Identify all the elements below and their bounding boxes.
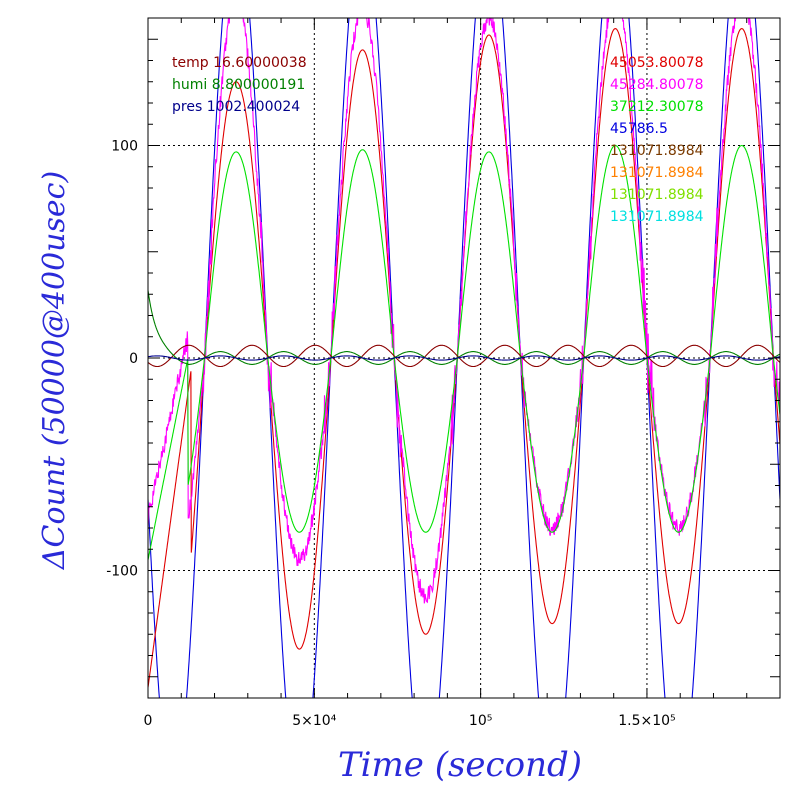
series-line — [148, 290, 780, 365]
legend-right-item: 45786.5 — [610, 121, 668, 137]
legend-left-item: humi 8.800000191 — [172, 77, 305, 93]
series-group — [148, 18, 780, 698]
y-tick-label: -100 — [106, 564, 138, 580]
x-tick-labels: 0 5×10⁴ 10⁵ 1.5×10⁵ — [144, 713, 676, 729]
series-line — [148, 344, 780, 368]
series-line — [148, 144, 780, 561]
legend-right: 45053.80078 45284.80078 37212.30078 45786.5… — [610, 55, 704, 225]
legend-right-item: 45053.80078 — [610, 55, 704, 71]
axis-ticks — [147, 18, 781, 698]
legend-left-item: temp 16.60000038 — [172, 55, 307, 71]
legend-right-item: 45284.80078 — [610, 77, 704, 93]
legend-right-item: 37212.30078 — [610, 99, 704, 115]
x-tick-label: 1.5×10⁵ — [618, 713, 675, 729]
y-tick-label: 100 — [111, 139, 138, 155]
legend-right-item: 131071.8984 — [610, 187, 704, 203]
series-line — [148, 18, 780, 698]
series-line — [148, 18, 780, 604]
legend-right-item: 131071.8984 — [610, 209, 704, 225]
y-tick-label: 0 — [129, 351, 138, 367]
y-axis-title: ΔCount (50000@400usec) — [37, 171, 72, 570]
series-line — [148, 355, 780, 361]
legend-left: temp 16.60000038 humi 8.800000191 pres 100… — [172, 55, 307, 115]
x-tick-label: 5×10⁴ — [292, 713, 336, 729]
x-axis-title: Time (second) — [338, 745, 582, 785]
legend-right-item: 131071.8984 — [610, 143, 704, 159]
legend-left-item: pres 1002.400024 — [172, 99, 300, 115]
legend-right-item: 131071.8984 — [610, 165, 704, 181]
x-tick-label: 0 — [144, 713, 153, 729]
y-tick-labels: 100 0 -100 — [106, 139, 138, 580]
grid-lines — [148, 18, 780, 698]
x-tick-label: 10⁵ — [469, 713, 492, 729]
